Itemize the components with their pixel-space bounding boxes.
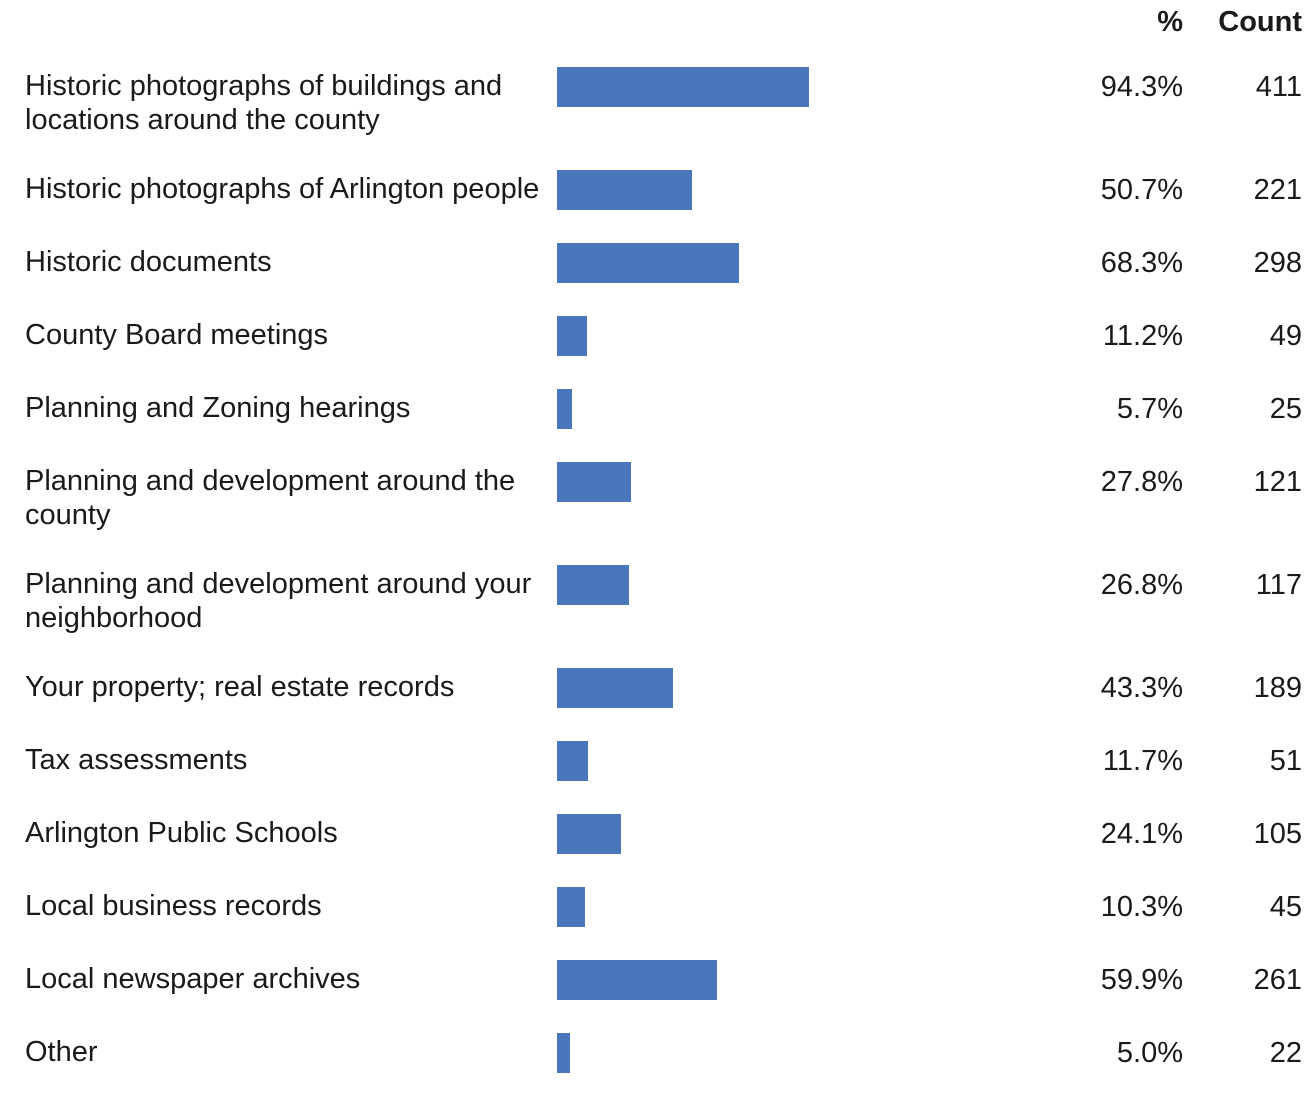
count-label: 221 — [1253, 174, 1302, 206]
bar-cell — [557, 668, 824, 708]
row: Local business records 10.3% 45 — [25, 887, 1302, 960]
bar — [557, 668, 673, 708]
row: County Board meetings 11.2% 49 — [25, 316, 1302, 389]
bar — [557, 814, 622, 854]
category-label: Local business records — [25, 890, 322, 922]
count-label: 117 — [1255, 569, 1302, 601]
count-label: 49 — [1269, 320, 1302, 352]
percent-label: 68.3% — [1100, 247, 1183, 279]
bar-cell — [557, 565, 824, 605]
category-label: Arlington Public Schools — [25, 817, 338, 849]
bar — [557, 389, 573, 429]
percent-label: 10.3% — [1100, 891, 1183, 923]
row: Planning and development around the coun… — [25, 462, 1302, 565]
bar-cell — [557, 462, 824, 502]
count-label: 121 — [1253, 466, 1302, 498]
category-label: County Board meetings — [25, 319, 329, 351]
row: Other 5.0% 22 — [25, 1033, 1302, 1106]
bar-cell — [557, 1033, 824, 1073]
bar-cell — [557, 960, 824, 1000]
percent-label: 24.1% — [1100, 818, 1183, 850]
row: Historic documents 68.3% 298 — [25, 243, 1302, 316]
count-label: 22 — [1269, 1037, 1302, 1069]
bar-cell — [557, 887, 824, 927]
count-label: 298 — [1253, 247, 1302, 279]
row: Historic photographs of buildings and lo… — [25, 67, 1302, 170]
bar — [557, 1033, 571, 1073]
bar — [557, 462, 632, 502]
page: % Count Historic photographs of building… — [0, 4, 1308, 1073]
bar-cell — [557, 170, 824, 210]
count-label: 411 — [1255, 71, 1302, 103]
row: Historic photographs of Arlington people… — [25, 170, 1302, 243]
bar-cell — [557, 814, 824, 854]
bar — [557, 741, 589, 781]
percent-label: 5.7% — [1116, 393, 1183, 425]
percent-label: 11.2% — [1102, 320, 1183, 352]
category-label: Planning and development around your nei… — [25, 568, 532, 634]
bar — [557, 243, 740, 283]
bar-cell — [557, 67, 824, 107]
category-label: Your property; real estate records — [25, 671, 455, 703]
bar-cell — [557, 316, 824, 356]
bar — [557, 960, 717, 1000]
count-label: 189 — [1253, 672, 1302, 704]
bar-cell — [557, 389, 824, 429]
percent-label: 59.9% — [1100, 964, 1183, 996]
count-label: 261 — [1253, 964, 1302, 996]
bar-cell — [557, 741, 824, 781]
column-header: % — [1157, 6, 1183, 38]
bar — [557, 170, 693, 210]
category-label: Tax assessments — [25, 744, 248, 776]
bar — [557, 887, 585, 927]
row: Planning and development around your nei… — [25, 565, 1302, 668]
row: Arlington Public Schools 24.1% 105 — [25, 814, 1302, 887]
category-label: Historic documents — [25, 246, 272, 278]
rows: Historic photographs of buildings and lo… — [25, 67, 1302, 1106]
percent-label: 94.3% — [1100, 71, 1183, 103]
percent-label: 5.0% — [1116, 1037, 1183, 1069]
column-header: Count — [1218, 6, 1302, 38]
count-label: 105 — [1253, 818, 1302, 850]
bar — [557, 67, 809, 107]
row: Tax assessments 11.7% 51 — [25, 741, 1302, 814]
count-label: 45 — [1269, 891, 1302, 923]
percent-label: 43.3% — [1100, 672, 1183, 704]
count-label: 51 — [1269, 745, 1302, 777]
percent-label: 11.7% — [1102, 745, 1183, 777]
percent-label: 50.7% — [1100, 174, 1183, 206]
row: Local newspaper archives 59.9% 261 — [25, 960, 1302, 1033]
bar-cell — [557, 243, 824, 283]
category-label: Other — [25, 1036, 98, 1068]
percent-label: 26.8% — [1100, 569, 1183, 601]
row: Your property; real estate records 43.3% 1… — [25, 668, 1302, 741]
category-label: Planning and development around the coun… — [25, 465, 516, 531]
category-label: Local newspaper archives — [25, 963, 361, 995]
category-label: Planning and Zoning hearings — [25, 392, 411, 424]
count-label: 25 — [1269, 393, 1302, 425]
category-label: Historic photographs of Arlington people — [25, 173, 540, 205]
bar — [557, 565, 629, 605]
bar — [557, 316, 587, 356]
category-label: Historic photographs of buildings and lo… — [25, 70, 503, 136]
percent-label: 27.8% — [1100, 466, 1183, 498]
row: Planning and Zoning hearings 5.7% 25 — [25, 389, 1302, 462]
header: % Count — [0, 4, 1308, 44]
